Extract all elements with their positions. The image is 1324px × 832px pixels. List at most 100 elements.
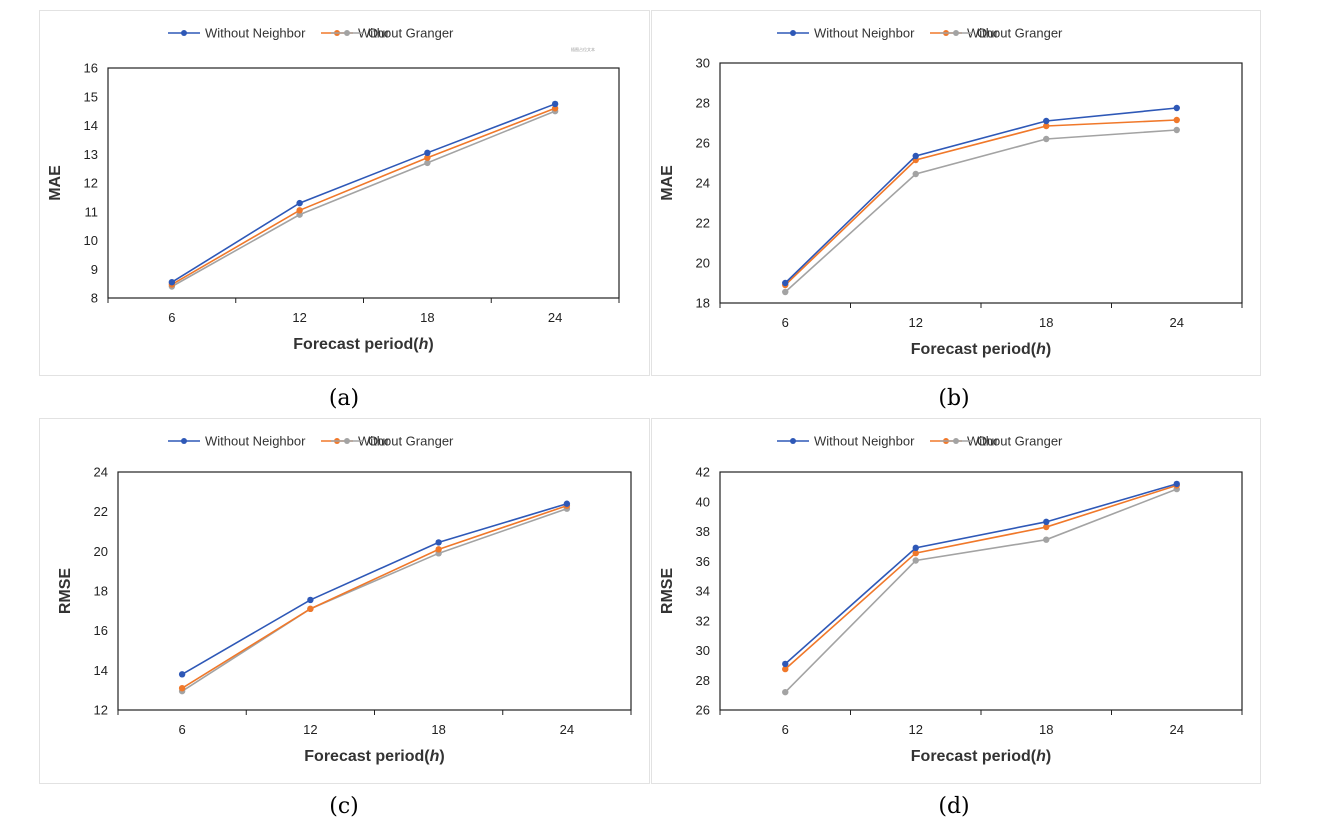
x-tick-label: 12 [909, 315, 923, 330]
x-tick-label: 24 [1170, 315, 1184, 330]
data-point [551, 100, 559, 108]
legend-label: Without Neighbor [814, 434, 915, 449]
x-axis-title-variable: h [1036, 341, 1046, 358]
y-tick-label: 28 [696, 96, 710, 111]
x-tick-label: 12 [909, 722, 923, 737]
legend-label: Without Neighbor [814, 26, 915, 41]
series-line [181, 504, 568, 689]
data-point [1173, 116, 1180, 124]
data-point [435, 546, 442, 553]
data-point [307, 605, 314, 613]
series-line [171, 103, 556, 283]
data-point [168, 278, 176, 286]
y-tick-label: 14 [94, 663, 108, 678]
data-point [1043, 536, 1050, 543]
chart-panel-d: 6 12 18 24 26 28 30 32 34 36 38 40 42 Forecast period… [651, 418, 1261, 784]
x-axis-title-text: Forecast period( [911, 341, 1037, 358]
data-point [1173, 480, 1180, 488]
y-tick-label: 18 [696, 296, 710, 311]
y-tick-label: 10 [84, 233, 98, 248]
data-point [912, 170, 919, 178]
data-point [782, 665, 789, 673]
legend-label: Without Granger [358, 434, 454, 449]
y-tick-label: 26 [696, 136, 710, 151]
data-point [563, 500, 571, 507]
data-point [1043, 523, 1050, 531]
y-tick-label: 42 [696, 465, 710, 480]
x-axis-title: Forecast period(h) [911, 341, 1051, 358]
x-axis-title-close: ) [439, 748, 444, 765]
data-point [912, 557, 919, 564]
chart-svg: 6 12 18 24 8 9 10 11 12 13 14 15 16 Forecast period(h… [47, 26, 620, 353]
x-tick-label: 18 [420, 310, 434, 325]
legend-marker [953, 438, 959, 444]
legend-marker [790, 30, 796, 36]
x-axis-title-variable: h [1036, 748, 1046, 765]
legend-label: Without Granger [967, 26, 1063, 41]
y-tick-label: 9 [91, 262, 98, 277]
x-tick-label: 6 [782, 722, 789, 737]
y-tick-label: 20 [696, 256, 710, 271]
y-axis-title: MAE [47, 165, 64, 201]
x-axis-title-text: Forecast period( [304, 748, 430, 765]
y-tick-label: 15 [84, 89, 98, 104]
x-axis-title-variable: h [419, 336, 429, 353]
y-tick-label: 16 [94, 623, 108, 638]
data-point [424, 154, 431, 161]
x-axis-title-variable: h [430, 748, 440, 765]
y-axis-title: RMSE [57, 568, 74, 615]
chart-svg: 6 12 18 24 12 14 16 18 20 22 24 Forecast period(h) R… [57, 434, 632, 765]
series-line [784, 483, 1177, 665]
legend-label: Without Granger [967, 434, 1063, 449]
y-tick-label: 24 [94, 465, 108, 480]
y-tick-label: 12 [94, 703, 108, 718]
y-tick-label: 26 [696, 703, 710, 718]
x-tick-label: 24 [560, 722, 574, 737]
y-tick-label: 40 [696, 494, 710, 509]
data-point [178, 671, 186, 678]
x-axis-title: Forecast period(h) [304, 748, 444, 765]
chart-panel-c: 6 12 18 24 12 14 16 18 20 22 24 Forecast period(h) R… [39, 418, 650, 784]
series-line [181, 507, 568, 692]
legend-marker [181, 438, 187, 444]
y-axis-title: RMSE [659, 568, 676, 615]
y-axis-title: MAE [659, 165, 676, 201]
y-tick-label: 28 [696, 673, 710, 688]
y-tick-label: 13 [84, 147, 98, 162]
data-point [296, 207, 303, 214]
data-point [782, 279, 789, 287]
y-tick-label: 30 [696, 643, 710, 658]
y-tick-label: 38 [696, 524, 710, 539]
legend-label: Our [368, 26, 390, 41]
y-tick-label: 22 [696, 216, 710, 231]
x-tick-label: 12 [292, 310, 306, 325]
data-point [178, 684, 186, 692]
plot-frame [107, 67, 620, 299]
y-tick-label: 14 [84, 118, 98, 133]
data-point [912, 544, 919, 552]
chart-svg: 6 12 18 24 26 28 30 32 34 36 38 40 42 Forecast period… [659, 434, 1243, 765]
data-point [1043, 518, 1050, 526]
series-line [784, 488, 1178, 693]
y-tick-label: 34 [696, 584, 710, 599]
data-point [1173, 104, 1180, 112]
chart-svg: 6 12 18 24 18 20 22 24 26 28 30 Forecast period(h) M… [659, 26, 1243, 358]
caption-d: (d) [938, 794, 970, 819]
legend-label: Without Granger [358, 26, 454, 41]
data-point [912, 152, 919, 160]
y-tick-label: 16 [84, 61, 98, 76]
legend-marker [181, 30, 187, 36]
y-tick-label: 22 [94, 504, 108, 519]
data-point [782, 288, 789, 296]
data-point [782, 688, 789, 696]
legend-label: Our [977, 26, 999, 41]
y-tick-label: 20 [94, 544, 108, 559]
chart-panel-b: 6 12 18 24 18 20 22 24 26 28 30 Forecast period(h) M… [651, 10, 1261, 376]
data-point [424, 159, 431, 167]
caption-a: (a) [328, 386, 360, 411]
legend-label: Our [977, 434, 999, 449]
caption-b: (b) [938, 386, 970, 411]
series-line [784, 484, 1177, 670]
x-tick-label: 18 [431, 722, 445, 737]
series-line [171, 107, 556, 286]
